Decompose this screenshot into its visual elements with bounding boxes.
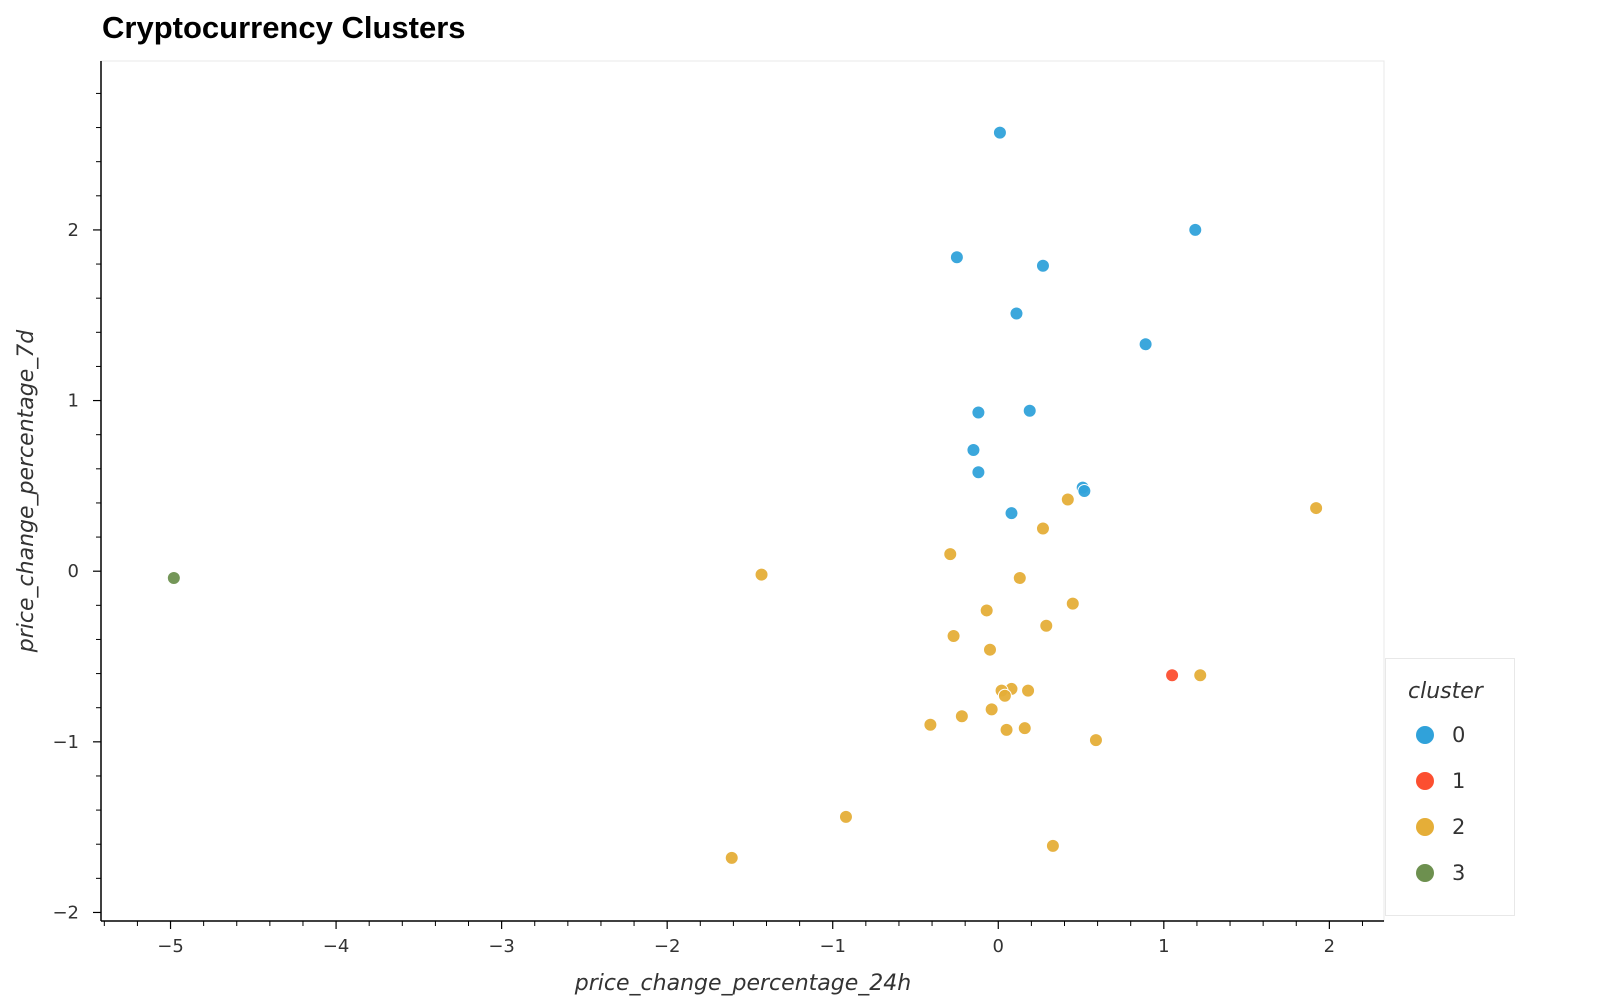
legend-title: cluster bbox=[1408, 679, 1483, 704]
x-axis-title: price_change_percentage_24h bbox=[574, 971, 911, 996]
legend-swatch bbox=[1416, 864, 1434, 882]
legend-item-cluster-0[interactable]: 0 bbox=[1416, 721, 1465, 749]
legend: cluster 0 1 2 3 bbox=[1385, 658, 1515, 916]
legend-label: 3 bbox=[1452, 861, 1466, 885]
data-point-cluster-0 bbox=[971, 465, 986, 480]
data-point-cluster-2 bbox=[1017, 721, 1032, 736]
data-point-cluster-2 bbox=[979, 603, 994, 618]
axes-layer bbox=[100, 61, 1384, 922]
data-point-cluster-0 bbox=[992, 125, 1007, 140]
data-point-cluster-2 bbox=[1035, 521, 1050, 536]
y-tick-label: −2 bbox=[52, 902, 79, 923]
y-tick-label: 0 bbox=[68, 561, 79, 582]
points-layer bbox=[166, 125, 1324, 865]
data-point-cluster-2 bbox=[724, 850, 739, 865]
legend-swatch bbox=[1416, 818, 1434, 836]
data-point-cluster-2 bbox=[754, 567, 769, 582]
ticks-layer: −5 −4 −3 −2 −1 0 1 2 −2 −1 0 1 2 bbox=[52, 92, 1363, 957]
data-point-cluster-2 bbox=[982, 642, 997, 657]
data-point-cluster-2 bbox=[984, 702, 999, 717]
data-point-cluster-0 bbox=[949, 250, 964, 265]
x-tick-label: −3 bbox=[488, 936, 515, 957]
legend-swatch bbox=[1416, 772, 1434, 790]
x-tick-label: 0 bbox=[993, 936, 1004, 957]
data-point-cluster-2 bbox=[1065, 596, 1080, 611]
data-point-cluster-2 bbox=[1045, 838, 1060, 853]
data-point-cluster-0 bbox=[1188, 222, 1203, 237]
y-tick-label: 1 bbox=[68, 391, 79, 412]
data-point-cluster-2 bbox=[1088, 733, 1103, 748]
legend-item-cluster-1[interactable]: 1 bbox=[1416, 767, 1465, 795]
legend-label: 2 bbox=[1452, 815, 1466, 839]
data-point-cluster-0 bbox=[1004, 506, 1019, 521]
data-point-cluster-2 bbox=[1060, 492, 1075, 507]
data-point-cluster-0 bbox=[1022, 403, 1037, 418]
y-axis-title: price_change_percentage_7d bbox=[14, 329, 39, 653]
data-point-cluster-0 bbox=[971, 405, 986, 420]
legend-label: 1 bbox=[1452, 769, 1466, 793]
x-tick-label: −5 bbox=[157, 936, 184, 957]
y-tick-label: 2 bbox=[68, 220, 79, 241]
data-point-cluster-2 bbox=[838, 809, 853, 824]
data-point-cluster-0 bbox=[966, 443, 981, 458]
data-point-cluster-0 bbox=[1009, 306, 1024, 321]
data-point-cluster-2 bbox=[954, 709, 969, 724]
data-point-cluster-2 bbox=[946, 629, 961, 644]
data-point-cluster-0 bbox=[1035, 258, 1050, 273]
x-tick-label: −1 bbox=[819, 936, 846, 957]
data-point-cluster-2 bbox=[1021, 683, 1036, 698]
data-point-cluster-2 bbox=[997, 688, 1012, 703]
data-point-cluster-1 bbox=[1165, 668, 1180, 683]
chart-title: Cryptocurrency Clusters bbox=[102, 10, 466, 45]
plot-frame bbox=[100, 60, 1385, 922]
legend-item-cluster-2[interactable]: 2 bbox=[1416, 813, 1465, 841]
legend-item-cluster-3[interactable]: 3 bbox=[1416, 859, 1465, 887]
legend-swatch bbox=[1416, 726, 1434, 744]
data-point-cluster-2 bbox=[1039, 618, 1054, 633]
data-point-cluster-0 bbox=[1138, 337, 1153, 352]
x-tick-label: 1 bbox=[1158, 936, 1169, 957]
y-tick-label: −1 bbox=[52, 732, 79, 753]
x-tick-label: 2 bbox=[1324, 936, 1335, 957]
x-tick-label: −4 bbox=[323, 936, 350, 957]
data-point-cluster-2 bbox=[1012, 571, 1027, 586]
data-point-cluster-2 bbox=[999, 722, 1014, 737]
data-point-cluster-3 bbox=[166, 571, 181, 586]
data-point-cluster-2 bbox=[943, 547, 958, 562]
legend-label: 0 bbox=[1452, 723, 1466, 747]
data-point-cluster-0 bbox=[1077, 484, 1092, 498]
data-point-cluster-2 bbox=[923, 717, 938, 732]
data-point-cluster-2 bbox=[1309, 501, 1324, 516]
data-point-cluster-2 bbox=[1193, 668, 1208, 683]
x-tick-label: −2 bbox=[654, 936, 681, 957]
